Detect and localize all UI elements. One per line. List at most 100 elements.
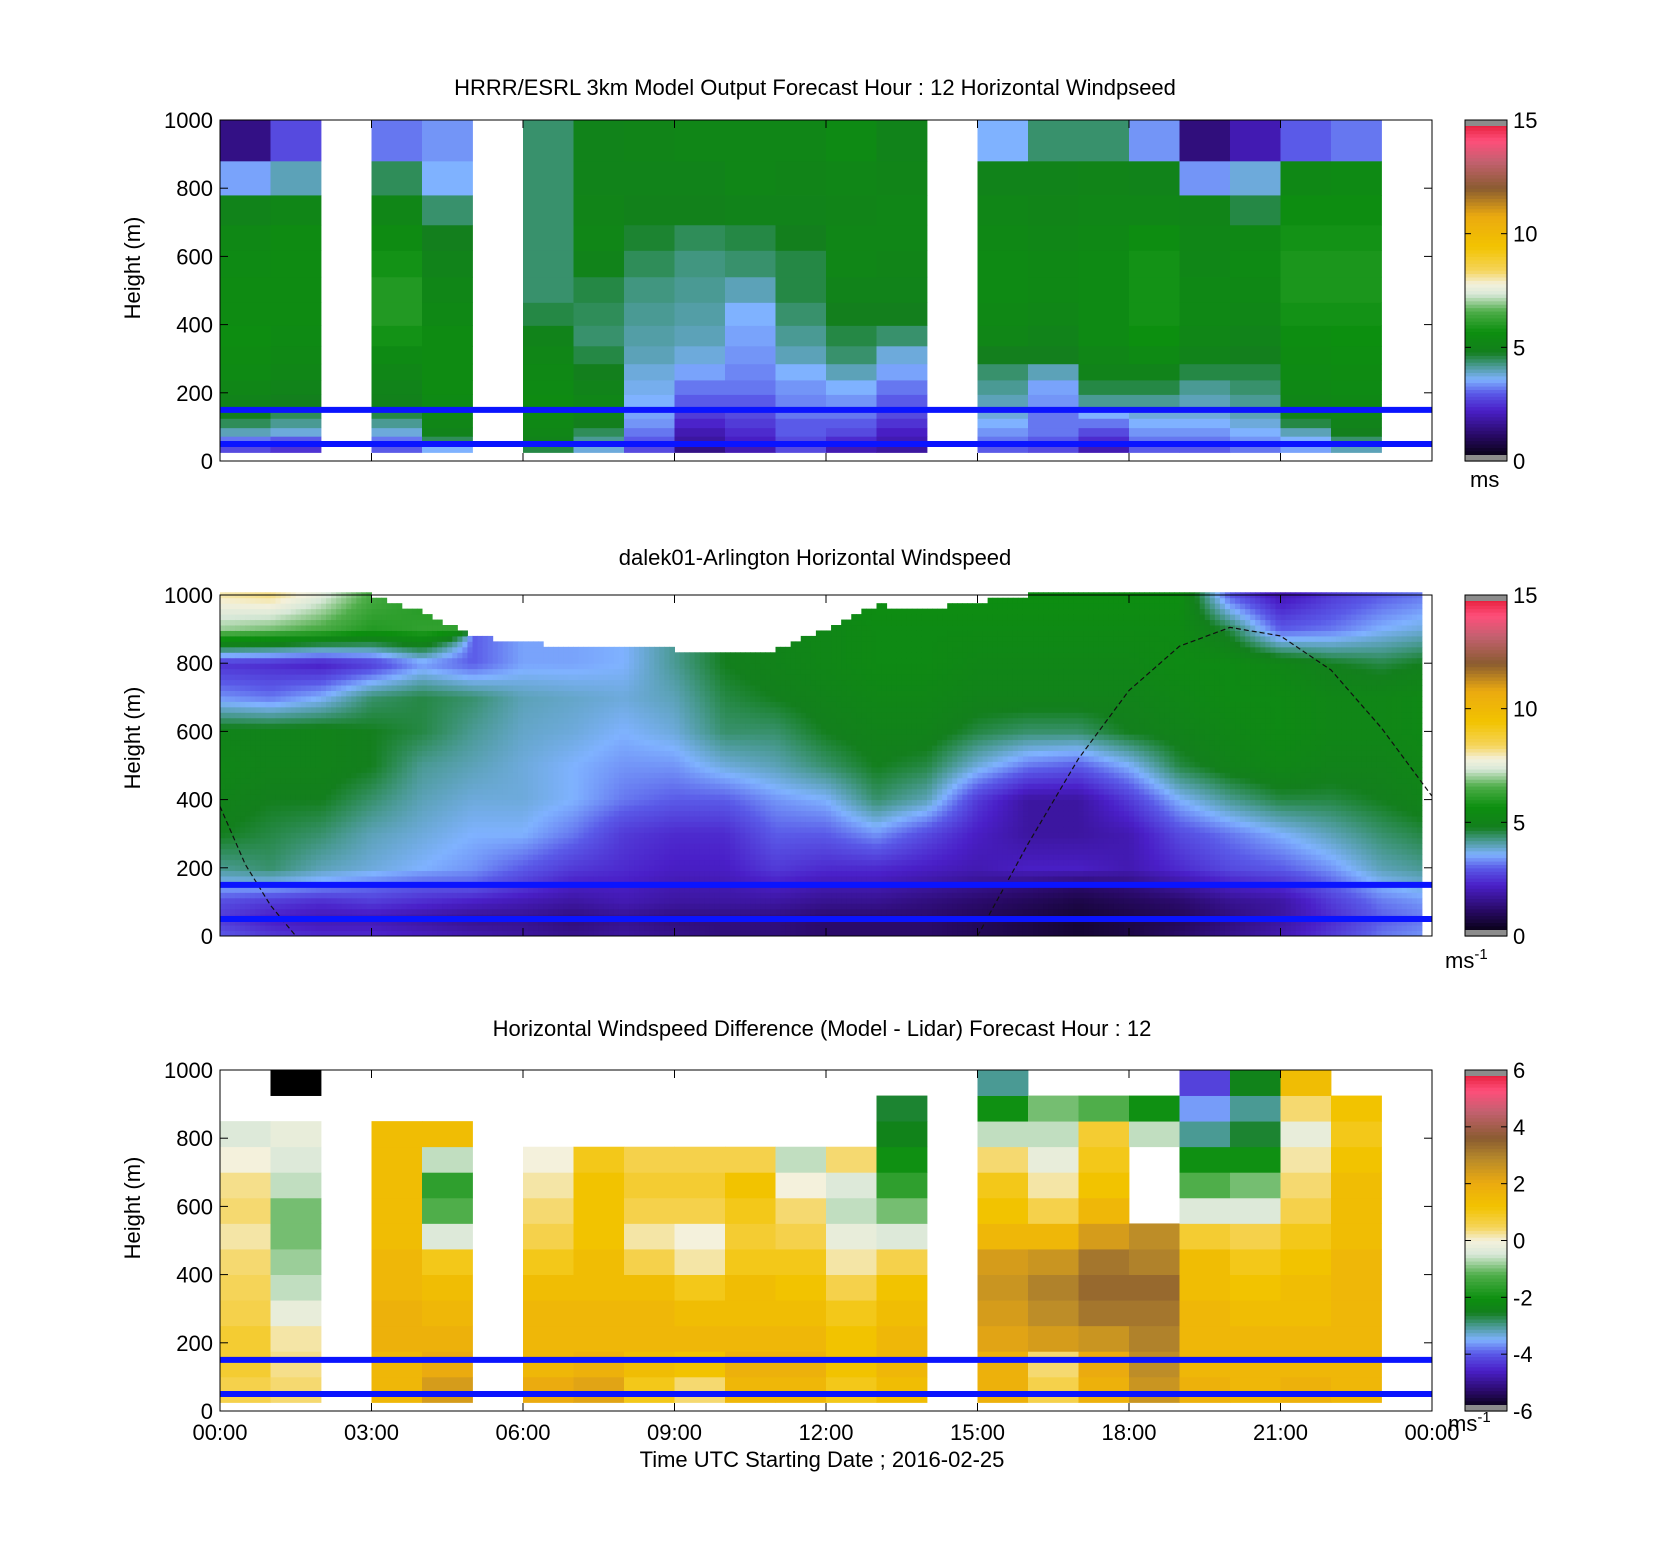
heatmap-cell [442, 755, 448, 762]
heatmap-cell [295, 723, 302, 730]
heatmap-cell [321, 641, 327, 648]
heatmap-cell [255, 685, 261, 691]
heatmap-cell [326, 870, 332, 877]
heatmap-cell [295, 706, 302, 713]
heatmap-cell [321, 810, 327, 817]
heatmap-cell [578, 832, 585, 839]
heatmap-cell [300, 783, 307, 790]
heatmap-cell [603, 870, 610, 877]
heatmap-cell [598, 657, 605, 664]
heatmap-cell [305, 777, 312, 784]
heatmap-cell [270, 859, 277, 866]
heatmap-cell [674, 160, 726, 196]
heatmap-cell [507, 712, 514, 719]
heatmap-cell [467, 706, 473, 713]
heatmap-cell [336, 788, 342, 795]
heatmap-cell [528, 788, 534, 795]
heatmap-cell [230, 843, 236, 850]
heatmap-cell [331, 625, 337, 631]
heatmap-cell [336, 679, 342, 686]
heatmap-cell [588, 739, 595, 746]
heatmap-cell [548, 663, 554, 670]
heatmap-cell [548, 728, 554, 735]
heatmap-cell [583, 897, 590, 904]
heatmap-cell [477, 728, 484, 735]
heatmap-cell [285, 886, 292, 893]
heatmap-cell [235, 870, 241, 877]
heatmap-cell [492, 848, 499, 855]
heatmap-cell [457, 837, 463, 844]
heatmap-cell [543, 690, 549, 697]
heatmap-cell [230, 614, 236, 621]
heatmap-cell [517, 772, 524, 779]
heatmap-cell [270, 783, 277, 790]
heatmap-cell [427, 761, 433, 768]
heatmap-cell [1028, 363, 1079, 381]
heatmap-cell [315, 663, 322, 670]
heatmap-cell [427, 875, 433, 882]
heatmap-cell [492, 717, 499, 724]
heatmap-cell [255, 886, 261, 893]
heatmap-cell [295, 690, 302, 697]
heatmap-cell [331, 739, 337, 746]
heatmap-cell [543, 679, 549, 686]
heatmap-cell [457, 777, 463, 784]
heatmap-cell [533, 805, 539, 812]
heatmap-cell [250, 717, 256, 724]
heatmap-cell [432, 717, 438, 724]
heatmap-cell [523, 886, 529, 893]
heatmap-cell [305, 772, 312, 779]
heatmap-cell [260, 788, 266, 795]
heatmap-cell [295, 919, 302, 926]
heatmap-cell [437, 625, 443, 631]
heatmap-cell [396, 826, 403, 833]
heatmap-cell [472, 886, 479, 893]
heatmap-cell [442, 712, 448, 719]
heatmap-cell [543, 930, 549, 937]
heatmap-cell [512, 679, 519, 686]
heatmap-cell [235, 761, 241, 768]
heatmap-cell [225, 685, 231, 691]
heatmap-cell [523, 903, 529, 910]
heatmap-cell [497, 701, 504, 708]
heatmap-cell [300, 925, 307, 932]
heatmap-cell [876, 250, 928, 278]
heatmap-cell [341, 925, 347, 932]
heatmap-cell [447, 837, 453, 844]
heatmap-cell [502, 663, 509, 670]
heatmap-cell [406, 848, 413, 855]
heatmap-cell [310, 903, 317, 910]
heatmap-cell [457, 810, 463, 817]
heatmap-cell [230, 712, 236, 719]
heatmap-cell [235, 865, 241, 872]
heatmap-cell [270, 302, 322, 326]
heatmap-cell [416, 663, 423, 670]
colorbar-swatch [1465, 167, 1507, 172]
heatmap-cell [391, 695, 398, 702]
heatmap-cell [305, 728, 312, 735]
heatmap-cell [553, 875, 559, 882]
heatmap-cell [310, 635, 317, 642]
heatmap-cell [220, 690, 226, 697]
heatmap-cell [472, 810, 479, 817]
colorbar-swatch [1465, 218, 1507, 223]
heatmap-cell [356, 799, 362, 806]
colorbar-swatch [1465, 280, 1507, 285]
heatmap-cell [235, 695, 241, 702]
heatmap-cell [225, 772, 231, 779]
heatmap-cell [270, 679, 277, 686]
heatmap-cell [230, 832, 236, 839]
heatmap-cell [381, 608, 388, 615]
heatmap-cell [538, 695, 544, 702]
heatmap-cell [260, 597, 266, 604]
heatmap-cell [422, 930, 428, 937]
heatmap-cell [548, 908, 554, 915]
heatmap-cell [487, 859, 494, 866]
heatmap-cell [467, 695, 473, 702]
heatmap-cell [285, 777, 292, 784]
colorbar-swatch [1465, 420, 1507, 425]
heatmap-cell [674, 363, 726, 381]
heatmap-cell [260, 805, 266, 812]
heatmap-cell [598, 646, 605, 653]
heatmap-cell [235, 794, 241, 801]
